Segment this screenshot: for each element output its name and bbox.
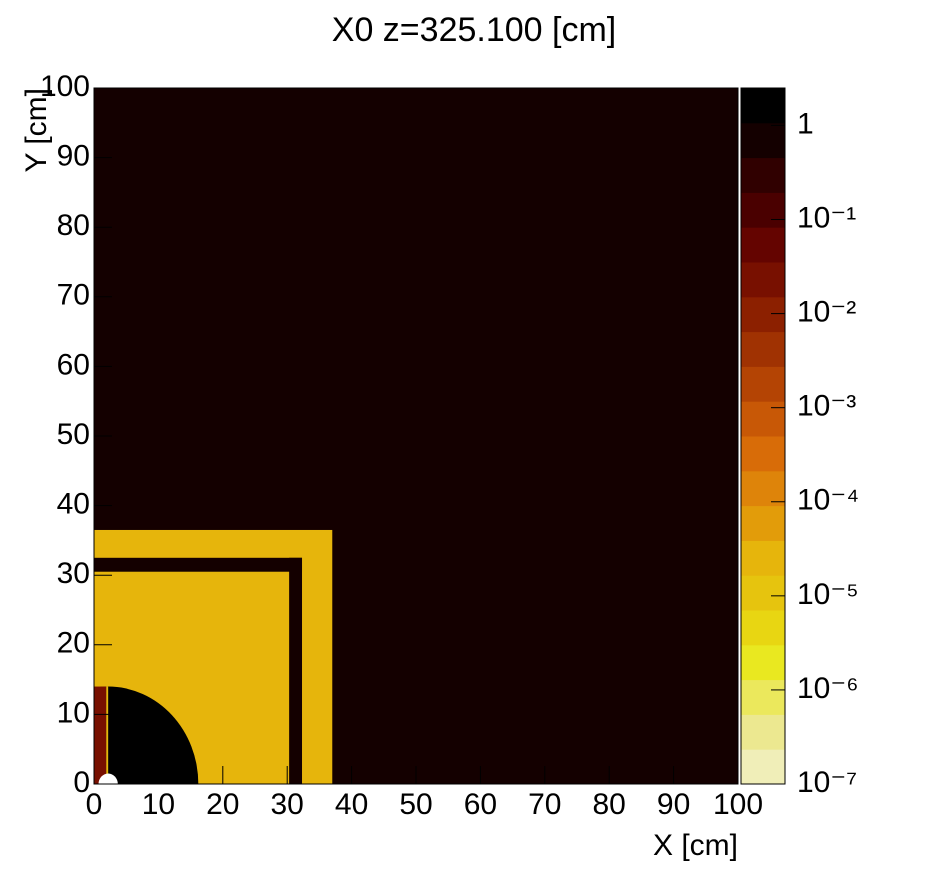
z-tick-label: 1 [797,107,814,140]
y-tick-label: 20 [57,627,90,660]
z-tick-label: 10⁻⁴ [797,484,859,517]
palette-bin [741,296,785,333]
x-tick-label: 80 [593,788,626,821]
palette-bin [741,88,785,124]
heat-region [289,557,303,784]
palette-bin [741,436,785,472]
y-tick-label: 40 [57,488,90,521]
palette-bin [741,505,785,541]
palette-bin [741,749,785,785]
heat-region [94,686,107,784]
palette-bin [741,262,785,298]
y-tick-label: 70 [57,279,90,312]
palette-bin [741,679,785,715]
heat-region [94,686,199,784]
palette-bin [741,401,785,437]
palette-bin [741,610,785,646]
z-tick-label: 10⁻¹ [797,201,856,234]
palette-bin [741,366,785,402]
x-tick-label: 40 [335,788,368,821]
y-tick-label: 100 [40,70,90,103]
x-tick-label: 50 [399,788,432,821]
heat-region [98,773,118,784]
palette-bin [741,575,785,611]
y-tick-label: 10 [57,696,90,729]
y-tick-label: 90 [57,140,90,173]
palette-bin [741,644,785,681]
chart-title: X0 z=325.100 [cm] [332,11,616,49]
heat-region [106,686,109,784]
x-tick-label: 10 [142,788,175,821]
x-tick-label: 30 [271,788,304,821]
x-tick-label: 70 [528,788,561,821]
palette-bin [741,227,785,263]
y-axis-label: Y [cm] [20,88,53,172]
y-tick-label: 60 [57,348,90,381]
x-tick-label: 20 [206,788,239,821]
heat-region [94,557,303,572]
x-tick-label: 90 [657,788,690,821]
y-tick-label: 50 [57,418,90,451]
palette-bin [741,540,785,576]
y-tick-label: 0 [73,766,90,799]
z-tick-label: 10⁻² [797,296,856,329]
palette-bin [741,714,785,750]
z-tick-label: 10⁻⁷ [797,766,857,799]
z-tick-label: 10⁻⁶ [797,672,859,705]
y-tick-label: 30 [57,557,90,590]
x-axis-label: X [cm] [653,829,738,862]
x-tick-label: 60 [464,788,497,821]
color-bar-frame [740,87,786,785]
palette-bin [741,331,785,367]
x-tick-label: 100 [713,788,763,821]
z-tick-label: 10⁻³ [797,390,856,423]
y-tick-label: 80 [57,209,90,242]
palette-bin [741,470,785,507]
palette-bin [741,157,785,193]
x-tick-label: 0 [86,788,103,821]
plot-area [94,88,738,784]
palette-bin [741,192,785,228]
palette-bin [741,122,785,159]
z-tick-label: 10⁻⁵ [797,578,859,611]
